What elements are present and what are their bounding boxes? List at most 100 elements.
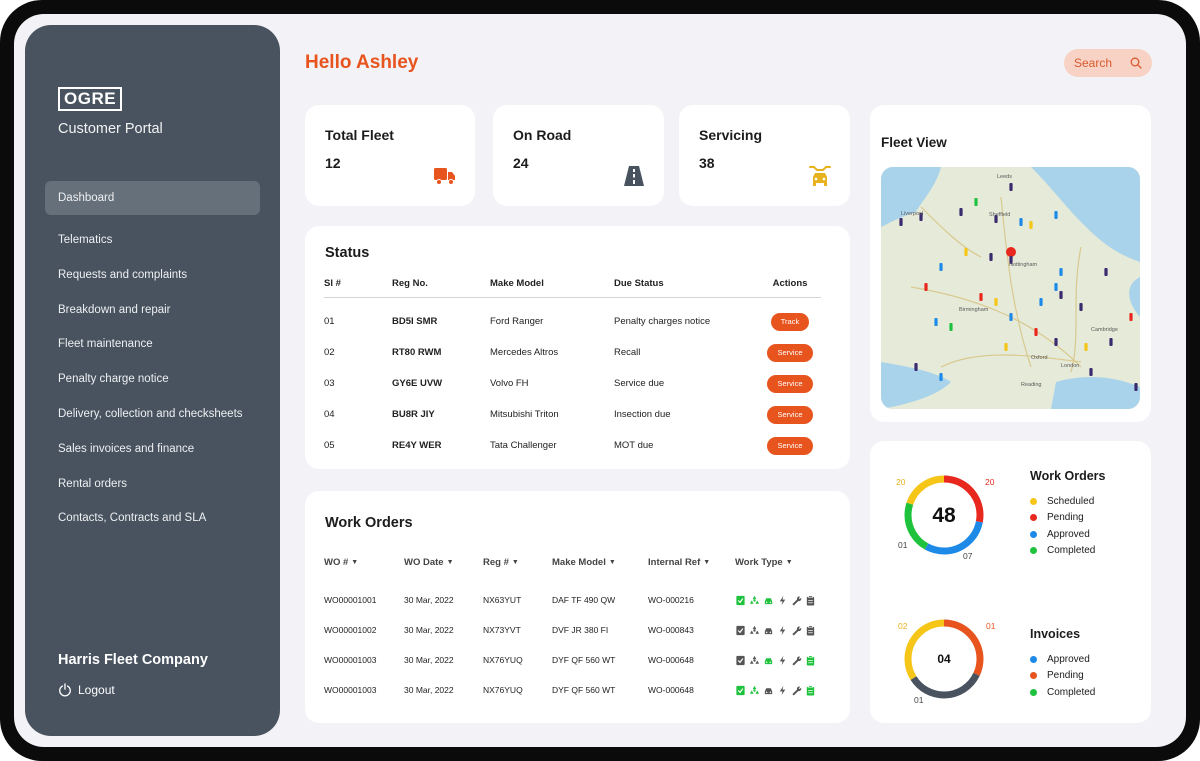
vehicle-marker-icon[interactable] bbox=[939, 263, 943, 271]
vehicle-marker-icon[interactable] bbox=[934, 318, 938, 326]
cell-wo: WO00001003 bbox=[324, 685, 377, 695]
vehicle-marker-icon[interactable] bbox=[1009, 313, 1013, 321]
invoices-legend: Invoices Approved Pending Completed bbox=[1030, 627, 1095, 701]
vehicle-marker-icon[interactable] bbox=[1054, 211, 1058, 219]
stat-card-servicing[interactable]: Servicing 38 bbox=[679, 105, 850, 206]
fleet-map[interactable]: Leeds Sheffield Liverpool Nottingham Bir… bbox=[881, 167, 1140, 409]
vehicle-marker-icon[interactable] bbox=[1059, 291, 1063, 299]
vehicle-marker-icon[interactable] bbox=[949, 323, 953, 331]
invoices-total: 04 bbox=[937, 652, 951, 666]
chevron-down-icon: ▼ bbox=[511, 558, 519, 566]
col-actions: Actions bbox=[772, 278, 808, 289]
sidebar-item-requests[interactable]: Requests and complaints bbox=[58, 268, 188, 281]
vehicle-marker-icon[interactable] bbox=[1054, 338, 1058, 346]
status-title: Status bbox=[325, 245, 370, 261]
vehicle-marker-icon[interactable] bbox=[1084, 343, 1088, 351]
donut-segment-approved bbox=[904, 475, 984, 555]
sort-work-type[interactable]: Work Type ▼ bbox=[735, 557, 825, 568]
work-orders-rows: WO00001001 30 Mar, 2022 NX63YUT DAF TF 490 … bbox=[324, 585, 821, 705]
service-button[interactable]: Service bbox=[767, 405, 813, 424]
vehicle-marker-icon[interactable] bbox=[959, 208, 963, 216]
stat-card-total-fleet[interactable]: Total Fleet 12 bbox=[305, 105, 475, 206]
sidebar-item-penalty[interactable]: Penalty charge notice bbox=[58, 373, 169, 386]
wrench-icon bbox=[792, 656, 802, 666]
fleet-view-card: Fleet View Leeds Sheffield Liverpool Not bbox=[870, 105, 1151, 422]
sidebar-item-telematics[interactable]: Telematics bbox=[58, 234, 113, 246]
row-due: MOT due bbox=[614, 440, 654, 451]
vehicle-marker-icon[interactable] bbox=[964, 248, 968, 256]
vehicle-marker-icon[interactable] bbox=[1009, 256, 1013, 264]
vehicle-marker-icon[interactable] bbox=[1039, 298, 1043, 306]
donut-segment-scheduled bbox=[904, 475, 984, 555]
hazard-icon bbox=[749, 625, 760, 634]
vehicle-marker-icon[interactable] bbox=[979, 293, 983, 301]
vehicle-marker-icon[interactable] bbox=[919, 213, 923, 221]
vehicle-marker-icon[interactable] bbox=[914, 363, 918, 371]
vehicle-marker-icon[interactable] bbox=[1019, 218, 1023, 226]
sidebar-item-fleet-maintenance[interactable]: Fleet maintenance bbox=[58, 338, 153, 351]
vehicle-marker-icon[interactable] bbox=[1029, 221, 1033, 229]
vehicle-marker-icon[interactable] bbox=[1059, 268, 1063, 276]
col-label: Internal Ref bbox=[648, 556, 701, 568]
table-row[interactable]: WO00001001 30 Mar, 2022 NX63YUT DAF TF 490 … bbox=[324, 585, 821, 615]
legend-dot bbox=[1030, 514, 1037, 522]
legend-dot bbox=[1030, 530, 1037, 538]
search-button[interactable]: Search bbox=[1064, 49, 1152, 77]
vehicle-marker-icon[interactable] bbox=[1134, 383, 1138, 391]
vehicle-marker-icon[interactable] bbox=[1009, 183, 1013, 191]
vehicle-marker-icon[interactable] bbox=[1079, 303, 1083, 311]
invoices-donut: 04 bbox=[904, 619, 984, 699]
legend-item: Approved bbox=[1030, 526, 1106, 543]
clipboard-icon bbox=[806, 595, 815, 606]
sort-make-model[interactable]: Make Model ▼ bbox=[552, 557, 648, 568]
donut-label: 20 bbox=[896, 477, 906, 487]
service-button[interactable]: Service bbox=[767, 374, 813, 393]
legend-item: Completed bbox=[1030, 684, 1095, 701]
hazard-icon bbox=[749, 655, 760, 664]
stat-card-on-road[interactable]: On Road 24 bbox=[493, 105, 664, 206]
sidebar-item-rental-orders[interactable]: Rental orders bbox=[58, 477, 128, 490]
vehicle-marker-icon[interactable] bbox=[1054, 283, 1058, 291]
service-button[interactable]: Service bbox=[767, 436, 813, 455]
company-name: Harris Fleet Company bbox=[58, 652, 208, 668]
vehicle-marker-icon[interactable] bbox=[1129, 313, 1133, 321]
table-row[interactable]: WO00001002 30 Mar, 2022 NX73YVT DVF JR 380 … bbox=[324, 615, 821, 645]
service-button[interactable]: Service bbox=[767, 343, 813, 362]
donut-label: 20 bbox=[985, 477, 995, 487]
clipboard-icon bbox=[806, 655, 815, 666]
sort-wo-date[interactable]: WO Date ▼ bbox=[404, 557, 483, 568]
sidebar-item-sales-invoices[interactable]: Sales invoices and finance bbox=[58, 442, 195, 455]
sidebar-item-breakdown[interactable]: Breakdown and repair bbox=[58, 303, 171, 316]
row-due: Penalty charges notice bbox=[614, 316, 711, 327]
vehicle-marker-icon[interactable] bbox=[989, 253, 993, 261]
vehicle-marker-icon[interactable] bbox=[1034, 328, 1038, 336]
vehicle-marker-icon[interactable] bbox=[994, 215, 998, 223]
table-row[interactable]: WO00001003 30 Mar, 2022 NX76YUQ DYF QF 560 … bbox=[324, 645, 821, 675]
sort-internal-ref[interactable]: Internal Ref ▼ bbox=[648, 557, 735, 568]
row-sl: 05 bbox=[324, 440, 335, 451]
legend-label: Approved bbox=[1047, 653, 1090, 665]
cell-ref: WO-000216 bbox=[648, 595, 694, 605]
vehicle-marker-icon[interactable] bbox=[1004, 343, 1008, 351]
sort-wo-number[interactable]: WO # ▼ bbox=[324, 557, 404, 568]
sidebar-item-contacts[interactable]: Contacts, Contracts and SLA bbox=[58, 512, 207, 525]
sidebar-item-delivery[interactable]: Delivery, collection and checksheets bbox=[58, 407, 243, 420]
vehicle-marker-icon[interactable] bbox=[974, 198, 978, 206]
sidebar-item-dashboard[interactable]: Dashboard bbox=[45, 181, 260, 215]
vehicle-marker-icon[interactable] bbox=[1109, 338, 1113, 346]
row-reg: BU8R JIY bbox=[392, 409, 435, 420]
vehicle-marker-icon[interactable] bbox=[1104, 268, 1108, 276]
work-type-icons bbox=[735, 625, 825, 636]
vehicle-marker-icon[interactable] bbox=[994, 298, 998, 306]
legend-dot bbox=[1030, 672, 1037, 680]
vehicle-marker-icon[interactable] bbox=[899, 218, 903, 226]
vehicle-marker-icon[interactable] bbox=[1089, 368, 1093, 376]
vehicle-marker-icon[interactable] bbox=[924, 283, 928, 291]
table-row[interactable]: WO00001003 30 Mar, 2022 NX76YUQ DYF QF 560 … bbox=[324, 675, 821, 705]
vehicle-marker-icon[interactable] bbox=[939, 373, 943, 381]
track-button[interactable]: Track bbox=[770, 312, 810, 331]
stat-title: Servicing bbox=[699, 127, 763, 143]
work-orders-title: Work Orders bbox=[325, 515, 413, 531]
sort-reg[interactable]: Reg # ▼ bbox=[483, 557, 552, 568]
logout-button[interactable]: Logout bbox=[58, 683, 115, 697]
